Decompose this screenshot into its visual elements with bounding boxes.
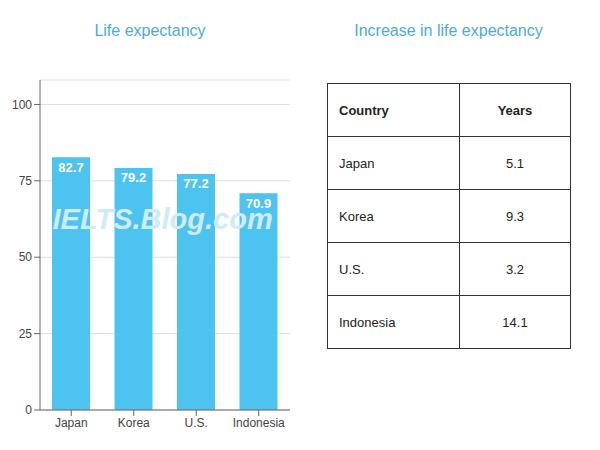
svg-text:25: 25: [19, 327, 33, 341]
svg-text:77.2: 77.2: [183, 176, 208, 191]
svg-text:79.2: 79.2: [121, 170, 146, 185]
svg-text:Korea: Korea: [118, 416, 150, 430]
svg-text:70.9: 70.9: [246, 196, 271, 211]
svg-text:0: 0: [25, 403, 32, 417]
svg-text:100: 100: [12, 98, 32, 112]
svg-text:82.7: 82.7: [58, 160, 83, 175]
svg-text:Japan: Japan: [55, 416, 88, 430]
svg-text:75: 75: [19, 174, 33, 188]
svg-text:50: 50: [19, 250, 33, 264]
svg-text:U.S.: U.S.: [185, 416, 208, 430]
svg-text:Indonesia: Indonesia: [233, 416, 285, 430]
